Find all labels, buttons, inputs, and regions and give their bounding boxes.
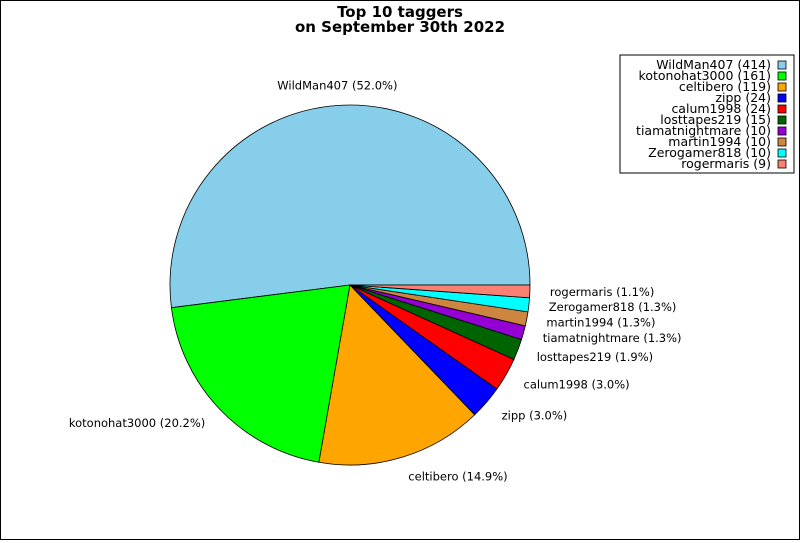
legend-swatch-wildman407	[777, 60, 787, 70]
legend-swatch-rogermaris	[777, 159, 787, 169]
legend-label-calum1998: calum1998 (24)	[671, 101, 771, 116]
legend-label-tiamatnightmare: tiamatnightmare (10)	[636, 123, 771, 138]
pie-slice-kotonohat3000	[170, 284, 351, 463]
legend-swatch-calum1998	[777, 104, 787, 114]
legend-label-wildman407: WildMan407 (414)	[656, 57, 771, 72]
slice-label-calum1998: calum1998 (3.0%)	[524, 378, 630, 392]
slice-label-martin1994: martin1994 (1.3%)	[546, 316, 655, 330]
legend-label-martin1994: martin1994 (10)	[668, 134, 771, 149]
slice-label-kotonohat3000: kotonohat3000 (20.2%)	[69, 416, 205, 430]
pie-slice-wildman407	[169, 104, 531, 309]
legend-label-kotonohat3000: kotonohat3000 (161)	[639, 68, 771, 83]
slice-label-zipp: zipp (3.0%)	[502, 408, 568, 422]
slice-label-celtibero: celtibero (14.9%)	[408, 469, 507, 483]
legend-swatch-martin1994	[777, 137, 787, 147]
chart-title-line-1: Top 10 taggers	[337, 3, 463, 21]
slice-label-zerogamer818: Zerogamer818 (1.3%)	[549, 300, 677, 314]
legend-label-zerogamer818: Zerogamer818 (10)	[648, 145, 771, 160]
chart-title-line-2: on September 30th 2022	[295, 18, 505, 36]
pie-slice-celtibero	[318, 284, 476, 466]
legend-swatch-celtibero	[777, 82, 787, 92]
legend-box	[619, 54, 795, 174]
slice-labels: WildMan407 (52.0%) kotonohat3000 (20.2%) c…	[69, 78, 682, 483]
legend-label-celtibero: celtibero (119)	[679, 79, 771, 94]
legend-swatch-tiamatnightmare	[777, 126, 787, 136]
slice-label-wildman407: WildMan407 (52.0%)	[277, 78, 397, 92]
legend-swatch-kotonohat3000	[777, 71, 787, 81]
slice-label-rogermaris: rogermaris (1.1%)	[550, 285, 654, 299]
pie-slice-rogermaris	[349, 284, 531, 299]
pie-slices	[169, 104, 531, 466]
legend-swatch-losttapes219	[777, 115, 787, 125]
legend-swatch-zerogamer818	[777, 148, 787, 158]
legend-label-losttapes219: losttapes219 (15)	[660, 112, 771, 127]
legend-swatch-zipp	[777, 93, 787, 103]
slice-label-losttapes219: losttapes219 (1.9%)	[537, 350, 653, 364]
slice-label-tiamatnightmare: tiamatnightmare (1.3%)	[543, 331, 682, 345]
legend-label-zipp: zipp (24)	[715, 90, 771, 105]
legend-label-rogermaris: rogermaris (9)	[681, 156, 771, 171]
legend: WildMan407 (414)kotonohat3000 (161)celti…	[619, 54, 795, 174]
